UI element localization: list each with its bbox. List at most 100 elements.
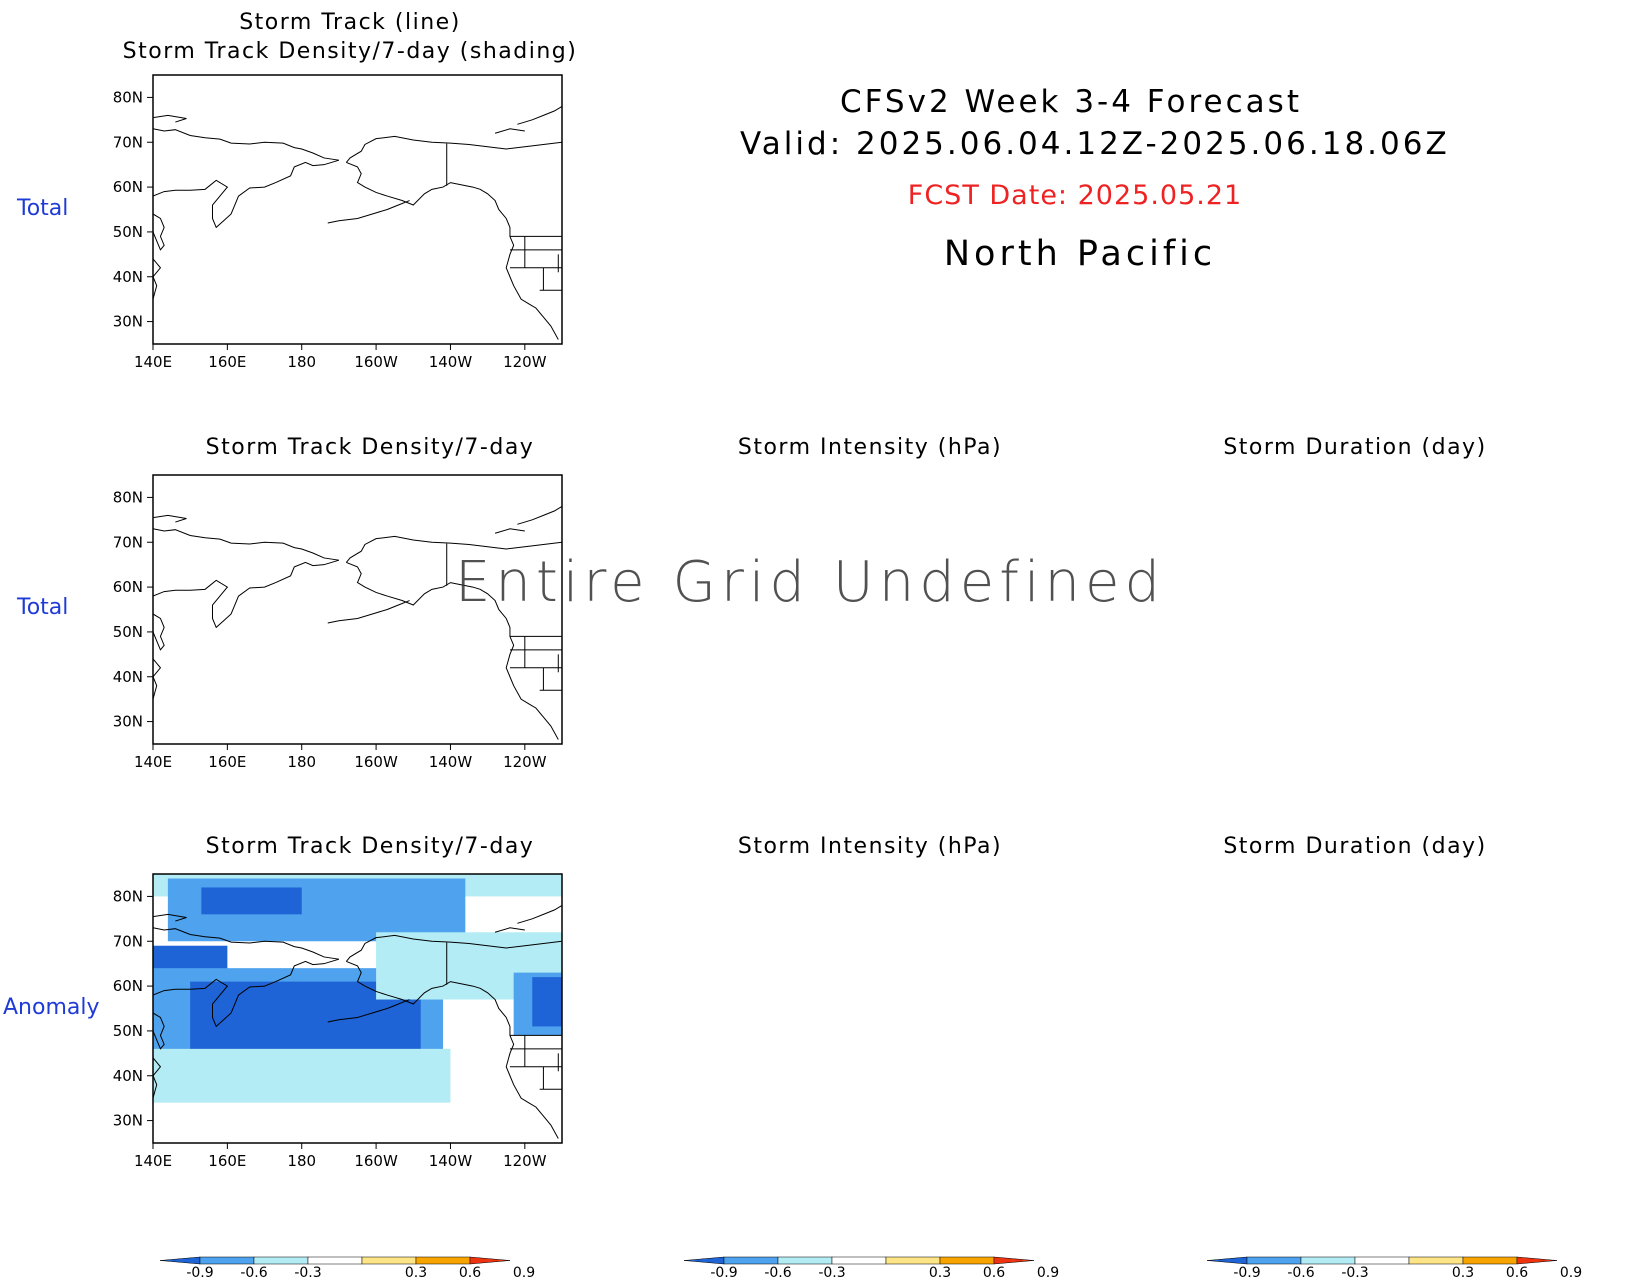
anomaly-cell-9 [532, 977, 562, 1027]
coastline-8 [494, 528, 525, 534]
coastline-8 [494, 128, 525, 134]
coastline-1 [153, 159, 340, 229]
panel-1-title: Storm Track (line) [239, 10, 461, 35]
coastline-4 [346, 960, 559, 1139]
panel-2-title: Storm Track Density/7-day [205, 435, 535, 460]
colorbar-label: -0.3 [818, 1265, 845, 1278]
y-tick-label: 50N [113, 223, 143, 241]
x-tick-label: 160E [208, 753, 246, 771]
colorbar-label: 0.6 [1506, 1265, 1528, 1278]
colorbar-label: 0.9 [1037, 1265, 1059, 1278]
colorbar-label: -0.6 [240, 1265, 267, 1278]
panel-7-title: Storm Duration (day) [1223, 834, 1487, 859]
x-tick-label: 140W [429, 753, 473, 771]
colorbar-arrow-left [684, 1256, 725, 1265]
coastline-9 [153, 913, 187, 922]
colorbar-arrow-right [1516, 1256, 1558, 1265]
panel-1-subtitle: Storm Track Density/7-day (shading) [122, 39, 578, 64]
storm-density-map: 80N 70N 60N 50N 40N 30N 140E 160E 180 160W 140W 120… [113, 474, 563, 771]
row-label-anomaly: Anomaly [3, 995, 100, 1020]
map-frame [152, 74, 563, 345]
coastline-5 [345, 135, 562, 163]
y-tick-label: 60N [113, 977, 143, 995]
y-tick-label: 60N [113, 578, 143, 596]
x-tick-label: 140E [134, 353, 172, 371]
coastline-9 [153, 114, 187, 123]
colorbar-segment-3 [307, 1256, 363, 1265]
coastline-0 [153, 528, 339, 561]
panel-4-title: Storm Duration (day) [1223, 435, 1487, 460]
y-tick-label: 30N [113, 313, 143, 331]
colorbar-label: 0.3 [405, 1265, 427, 1278]
coastline-9 [153, 514, 187, 523]
colorbar-segment-4 [1408, 1256, 1464, 1265]
coastline-6 [327, 200, 410, 224]
y-tick-label: 50N [113, 1022, 143, 1040]
colorbar-segment-5 [939, 1256, 995, 1265]
colorbar-intensity: -0.9 -0.6 -0.3 0.3 0.6 0.9 [684, 1256, 1059, 1278]
colorbar-arrow-left [1207, 1256, 1248, 1265]
colorbar-arrow-right [469, 1256, 511, 1265]
y-tick-label: 70N [113, 133, 143, 151]
colorbar-segment-5 [415, 1256, 471, 1265]
colorbar-label: 0.6 [459, 1265, 481, 1278]
colorbar-label: 0.3 [929, 1265, 951, 1278]
x-tick-label: 160W [354, 353, 398, 371]
undefined-grid-message: Entire Grid Undefined [455, 550, 1166, 615]
anomaly-cell-6 [153, 1048, 451, 1103]
map-frame [152, 474, 563, 745]
forecast-title: CFSv2 Week 3-4 Forecast [840, 84, 1302, 120]
y-tick-label: 80N [113, 488, 143, 506]
anomaly-cell-2 [201, 887, 302, 915]
panel-5-title: Storm Track Density/7-day [205, 834, 535, 859]
x-tick-label: 120W [503, 753, 547, 771]
colorbar-label: -0.3 [294, 1265, 321, 1278]
colorbar-label: 0.3 [1452, 1265, 1474, 1278]
colorbar-segment-1 [723, 1256, 779, 1265]
panel-6-title: Storm Intensity (hPa) [737, 834, 1003, 859]
coastline-3 [153, 258, 162, 300]
x-tick-label: 140E [134, 753, 172, 771]
colorbar-segment-4 [885, 1256, 941, 1265]
coastline-2 [153, 1012, 165, 1050]
y-tick-label: 30N [113, 713, 143, 731]
coastline-7 [517, 505, 562, 525]
colorbar-segment-2 [253, 1256, 309, 1265]
coastline-6 [327, 600, 410, 624]
row-label-total-2: Total [17, 595, 69, 620]
coastline-2 [153, 613, 165, 651]
coastline-7 [517, 904, 562, 924]
map-frame [152, 873, 563, 1144]
coastline-1 [153, 958, 340, 1028]
coastline-5 [345, 934, 562, 962]
y-tick-label: 40N [113, 668, 143, 686]
coastline-0 [153, 927, 339, 960]
coastline-1 [153, 559, 340, 629]
y-tick-label: 40N [113, 1067, 143, 1085]
coastline-5 [345, 535, 562, 563]
x-tick-label: 160E [208, 353, 246, 371]
colorbar-label: 0.9 [1560, 1265, 1582, 1278]
coastline-2 [153, 213, 165, 251]
colorbar-label: -0.9 [186, 1265, 213, 1278]
colorbar-segment-2 [1300, 1256, 1356, 1265]
y-tick-label: 40N [113, 268, 143, 286]
y-tick-label: 70N [113, 533, 143, 551]
coastline-6 [327, 999, 410, 1023]
colorbar-segment-2 [777, 1256, 833, 1265]
colorbar-segment-3 [1354, 1256, 1410, 1265]
panel-3-title: Storm Intensity (hPa) [737, 435, 1003, 460]
colorbar-label: -0.3 [1341, 1265, 1368, 1278]
coastline-8 [494, 927, 525, 933]
storm-density-anomaly-map: 80N 70N 60N 50N 40N 30N 140E 160E 180 160W 140W 120… [113, 873, 563, 1170]
y-tick-label: 80N [113, 88, 143, 106]
colorbar-duration: -0.9 -0.6 -0.3 0.3 0.6 0.9 [1207, 1256, 1582, 1278]
colorbar-label: 0.6 [983, 1265, 1005, 1278]
colorbar-segment-5 [1462, 1256, 1518, 1265]
x-tick-label: 140E [134, 1152, 172, 1170]
coastline-0 [153, 128, 339, 161]
colorbar-arrow-right [993, 1256, 1035, 1265]
x-tick-label: 160W [354, 1152, 398, 1170]
x-tick-label: 120W [503, 1152, 547, 1170]
colorbar-density: -0.9 -0.6 -0.3 0.3 0.6 0.9 [160, 1256, 535, 1278]
